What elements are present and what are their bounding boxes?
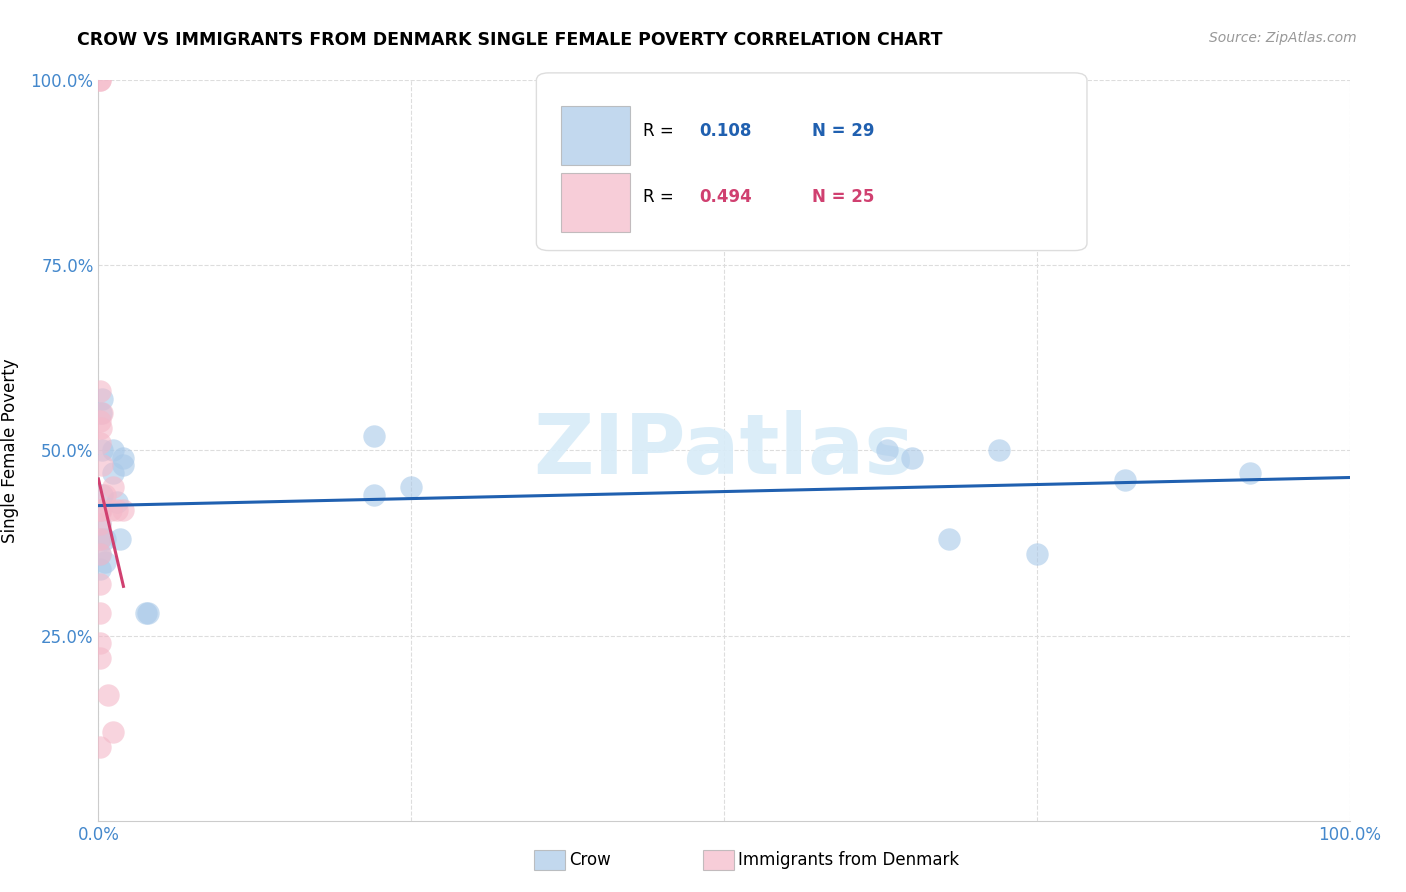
Point bbox=[89, 547, 111, 561]
Text: CROW VS IMMIGRANTS FROM DENMARK SINGLE FEMALE POVERTY CORRELATION CHART: CROW VS IMMIGRANTS FROM DENMARK SINGLE F… bbox=[77, 31, 943, 49]
FancyBboxPatch shape bbox=[536, 73, 1087, 251]
Point bbox=[112, 458, 135, 473]
Point bbox=[89, 739, 111, 754]
Text: N = 29: N = 29 bbox=[811, 121, 875, 140]
Point bbox=[1114, 473, 1136, 487]
Point bbox=[89, 562, 111, 576]
Point bbox=[89, 533, 111, 547]
Point bbox=[103, 481, 125, 495]
Point bbox=[89, 502, 111, 516]
Point bbox=[90, 502, 112, 516]
Text: Source: ZipAtlas.com: Source: ZipAtlas.com bbox=[1209, 31, 1357, 45]
Text: Crow: Crow bbox=[569, 851, 612, 869]
Point bbox=[938, 533, 960, 547]
Point bbox=[91, 458, 114, 473]
Point bbox=[93, 533, 115, 547]
Point bbox=[91, 392, 114, 406]
Point bbox=[89, 517, 111, 532]
Text: ZIPatlas: ZIPatlas bbox=[534, 410, 914, 491]
Point bbox=[89, 414, 111, 428]
Point bbox=[100, 502, 122, 516]
Point bbox=[1239, 466, 1261, 480]
Text: R =: R = bbox=[643, 188, 679, 206]
Point bbox=[89, 650, 111, 665]
Text: R =: R = bbox=[643, 121, 679, 140]
Point bbox=[91, 443, 114, 458]
Point bbox=[89, 517, 111, 532]
Point bbox=[91, 407, 114, 421]
Point bbox=[89, 576, 111, 591]
FancyBboxPatch shape bbox=[561, 106, 630, 165]
Point bbox=[93, 488, 115, 502]
Text: N = 25: N = 25 bbox=[811, 188, 875, 206]
Point bbox=[900, 450, 922, 465]
Point bbox=[401, 481, 423, 495]
Point bbox=[105, 502, 128, 516]
Point bbox=[363, 488, 385, 502]
Point bbox=[89, 607, 111, 621]
Point bbox=[103, 443, 125, 458]
Point bbox=[135, 607, 157, 621]
Point bbox=[89, 636, 111, 650]
Point bbox=[138, 607, 160, 621]
Point bbox=[97, 688, 120, 702]
Y-axis label: Single Female Poverty: Single Female Poverty bbox=[1, 359, 20, 542]
Point bbox=[89, 384, 111, 399]
Point bbox=[89, 436, 111, 450]
Text: Immigrants from Denmark: Immigrants from Denmark bbox=[738, 851, 959, 869]
Point bbox=[90, 407, 112, 421]
Point bbox=[105, 495, 128, 509]
Point bbox=[89, 533, 111, 547]
Point bbox=[93, 555, 115, 569]
Point bbox=[1026, 547, 1049, 561]
Point bbox=[91, 488, 114, 502]
Point bbox=[89, 547, 111, 561]
Point bbox=[112, 450, 135, 465]
FancyBboxPatch shape bbox=[561, 173, 630, 232]
Text: 0.494: 0.494 bbox=[699, 188, 752, 206]
Text: 0.108: 0.108 bbox=[699, 121, 751, 140]
Point bbox=[988, 443, 1011, 458]
Point bbox=[89, 73, 111, 87]
Point bbox=[90, 421, 112, 435]
Point bbox=[108, 533, 131, 547]
Point bbox=[103, 466, 125, 480]
Point bbox=[89, 502, 111, 516]
Point bbox=[103, 724, 125, 739]
Point bbox=[89, 73, 111, 87]
Point bbox=[363, 428, 385, 442]
Point bbox=[876, 443, 898, 458]
Point bbox=[112, 502, 135, 516]
